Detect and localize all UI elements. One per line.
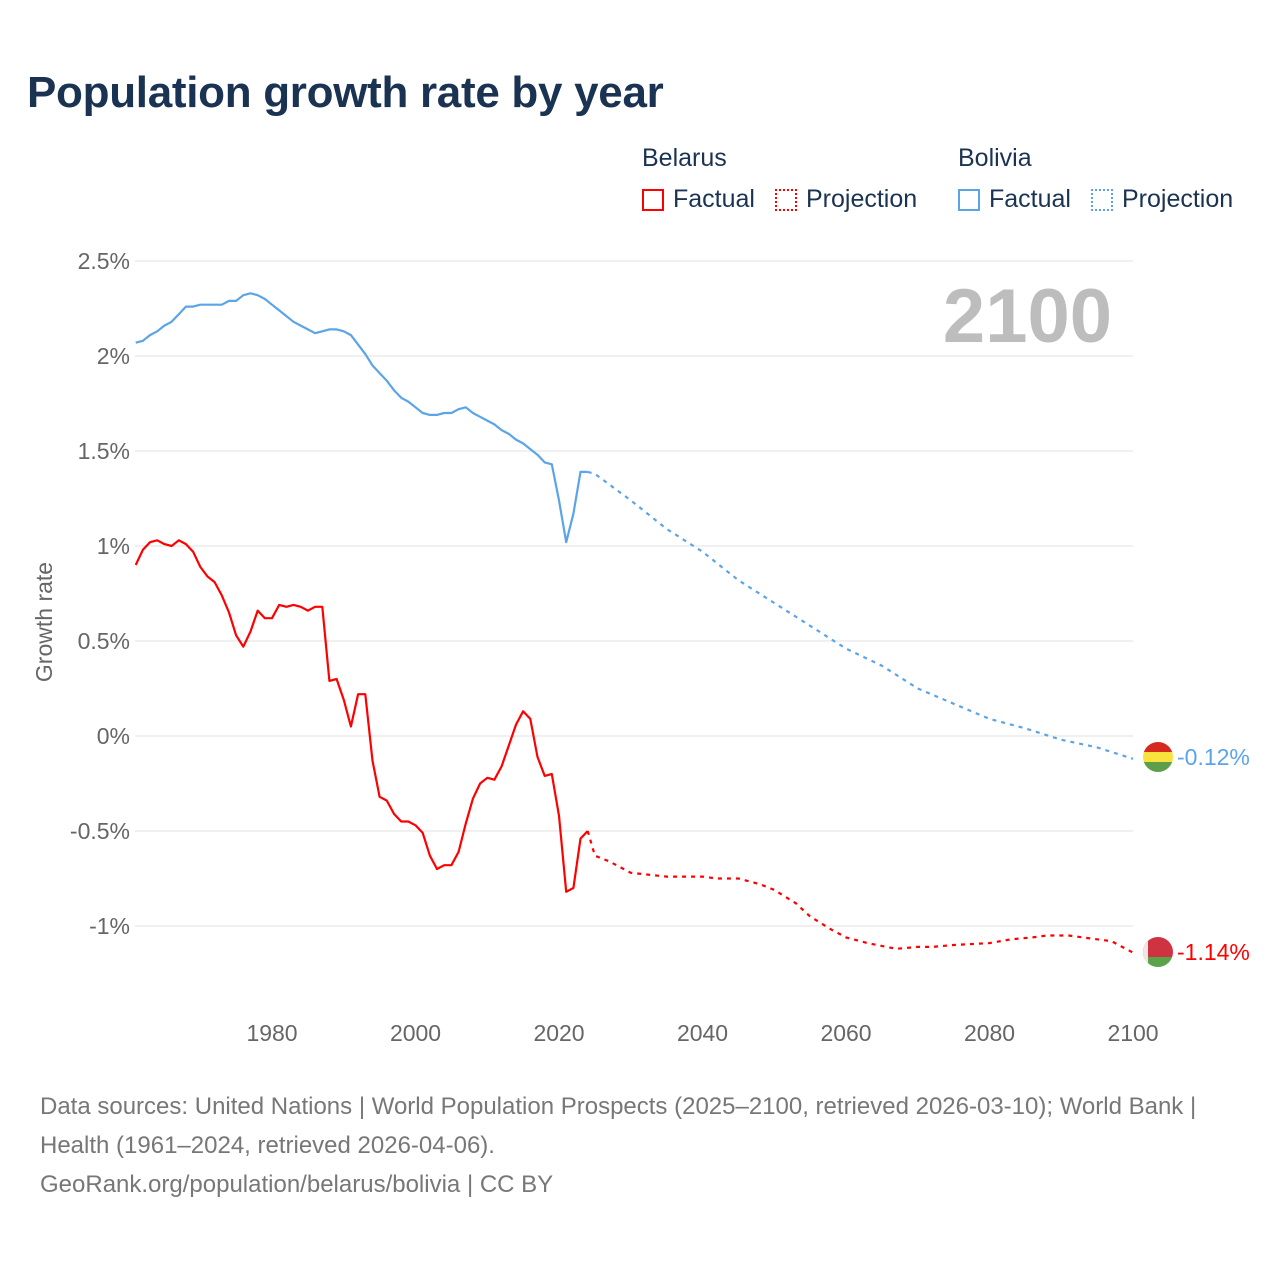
dotted-swatch-icon <box>774 188 797 211</box>
bolivia-projection-line <box>587 470 1134 760</box>
data-sources: Data sources: United Nations | World Pop… <box>40 1093 1197 1159</box>
legend-bolivia: Bolivia Factual Projection <box>958 144 1253 214</box>
bolivia-factual-line <box>135 292 588 544</box>
x-tick-label: 2100 <box>1107 1020 1158 1046</box>
y-tick-label: -1% <box>89 913 130 939</box>
y-axis-title: Growth rate <box>31 562 57 682</box>
bolivia-end-label: -0.12% <box>1177 744 1250 770</box>
y-tick-label: 1% <box>97 533 130 559</box>
solid-swatch-icon <box>642 188 664 211</box>
legend-label: Projection <box>1121 185 1234 213</box>
y-tick-label: 1.5% <box>78 438 130 464</box>
legend-label: Projection <box>805 185 918 213</box>
legend-label: Factual <box>673 185 755 213</box>
x-tick-label: 2020 <box>533 1020 584 1046</box>
y-tick-label: 0% <box>97 723 130 749</box>
legend-belarus-factual[interactable]: Factual <box>642 185 755 214</box>
year-label: 2100 <box>943 274 1112 359</box>
legend-bolivia-factual[interactable]: Factual <box>958 185 1071 214</box>
belarus-flag-icon <box>1143 937 1173 967</box>
bolivia-flag-icon <box>1143 742 1173 772</box>
x-tick-label: 1980 <box>246 1020 297 1046</box>
chart-plot: 2.5% 2% 1.5% 1% 0.5% 0% -0.5% -1% 1980 2000 2020 20… <box>31 248 1250 1046</box>
y-tick-label: 2% <box>97 343 130 369</box>
credit-link[interactable]: GeoRank.org/population/belarus/bolivia |… <box>40 1171 554 1198</box>
legend-bolivia-projection[interactable]: Projection <box>1090 185 1234 214</box>
belarus-end-label: -1.14% <box>1177 939 1250 965</box>
dotted-swatch-icon <box>1090 188 1113 211</box>
y-tick-label: 2.5% <box>78 248 130 274</box>
legend-belarus-projection[interactable]: Projection <box>774 185 918 214</box>
legend-group-title: Bolivia <box>958 144 1032 172</box>
x-tick-label: 2080 <box>964 1020 1015 1046</box>
y-tick-label: -0.5% <box>70 818 130 844</box>
legend-belarus: Belarus Factual Projection <box>642 144 937 214</box>
chart-title: Population growth rate by year <box>27 68 664 117</box>
legend-label: Factual <box>989 185 1071 213</box>
legend-group-title: Belarus <box>642 144 727 172</box>
x-tick-label: 2040 <box>677 1020 728 1046</box>
y-tick-label: 0.5% <box>78 628 130 654</box>
footer: Data sources: United Nations | World Pop… <box>40 1087 1240 1204</box>
x-tick-label: 2000 <box>390 1020 441 1046</box>
belarus-factual-line <box>134 539 589 893</box>
solid-swatch-icon <box>958 188 980 211</box>
belarus-projection-line <box>586 830 1134 954</box>
x-tick-label: 2060 <box>820 1020 871 1046</box>
